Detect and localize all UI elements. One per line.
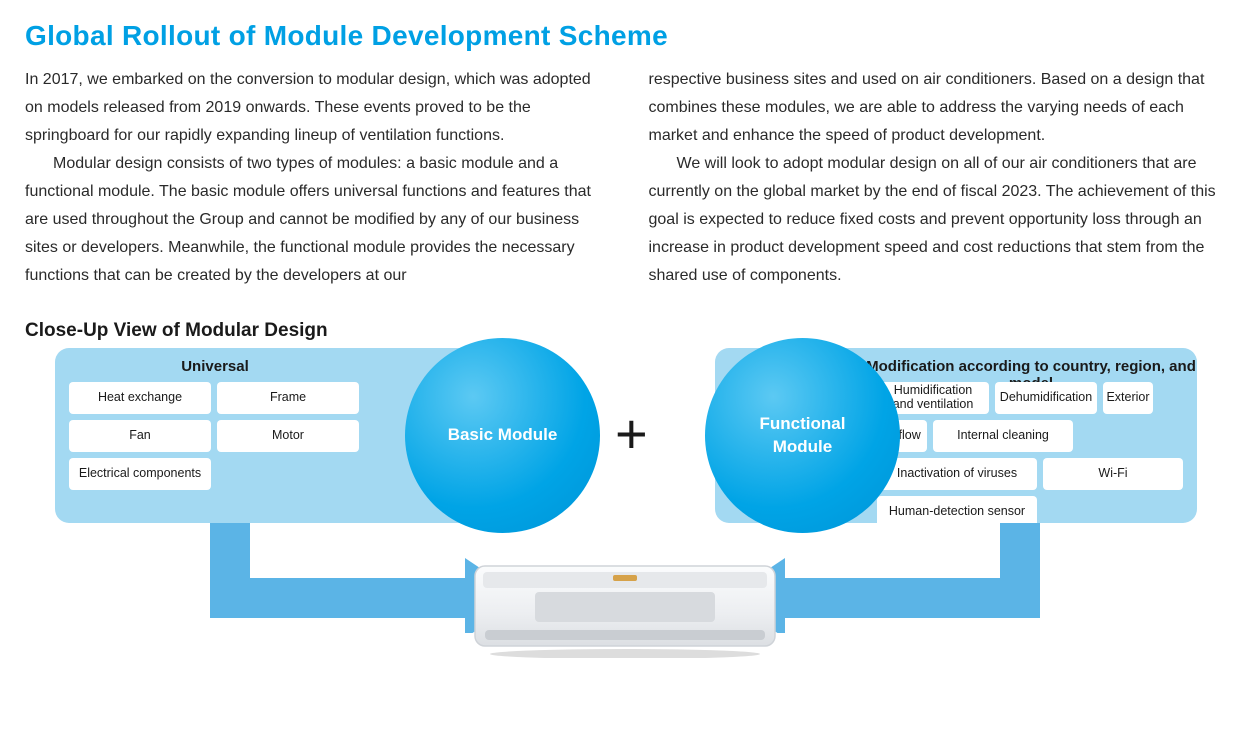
paragraph: respective business sites and used on ai… bbox=[649, 66, 1223, 150]
page-title: Global Rollout of Module Development Sch… bbox=[25, 20, 1222, 52]
item-fan: Fan bbox=[69, 420, 211, 452]
item-frame: Frame bbox=[217, 382, 359, 414]
item-human-detection-sensor: Human-detection sensor bbox=[877, 496, 1037, 528]
plus-icon: + bbox=[615, 406, 648, 462]
paragraph: We will look to adopt modular design on … bbox=[649, 150, 1223, 290]
item-heat-exchange: Heat exchange bbox=[69, 382, 211, 414]
basic-module-circle: Basic Module bbox=[405, 338, 600, 533]
functional-module-circle: Functional Module bbox=[705, 338, 900, 533]
functional-items: Humidification and ventilation Dehumidif… bbox=[877, 382, 1185, 528]
item-virus-inactivation: Inactivation of viruses bbox=[877, 458, 1037, 490]
universal-panel-title: Universal bbox=[55, 358, 375, 375]
functional-module-label: Functional Module bbox=[760, 413, 846, 459]
item-wifi: Wi-Fi bbox=[1043, 458, 1183, 490]
item-exterior: Exterior bbox=[1103, 382, 1153, 414]
universal-items: Heat exchange Frame Fan Motor Electrical… bbox=[69, 382, 360, 490]
diagram-title: Close-Up View of Modular Design bbox=[25, 320, 1222, 342]
column-left: In 2017, we embarked on the conversion t… bbox=[25, 66, 599, 290]
item-internal-cleaning: Internal cleaning bbox=[933, 420, 1073, 452]
item-motor: Motor bbox=[217, 420, 359, 452]
item-dehumidification: Dehumidification bbox=[995, 382, 1097, 414]
air-conditioner-icon bbox=[465, 558, 785, 658]
item-electrical-components: Electrical components bbox=[69, 458, 211, 490]
modular-design-diagram: Universal Heat exchange Frame Fan Motor … bbox=[25, 348, 1222, 658]
paragraph: In 2017, we embarked on the conversion t… bbox=[25, 66, 599, 150]
paragraph: Modular design consists of two types of … bbox=[25, 150, 599, 290]
body-text-columns: In 2017, we embarked on the conversion t… bbox=[25, 66, 1222, 290]
column-right: respective business sites and used on ai… bbox=[649, 66, 1223, 290]
